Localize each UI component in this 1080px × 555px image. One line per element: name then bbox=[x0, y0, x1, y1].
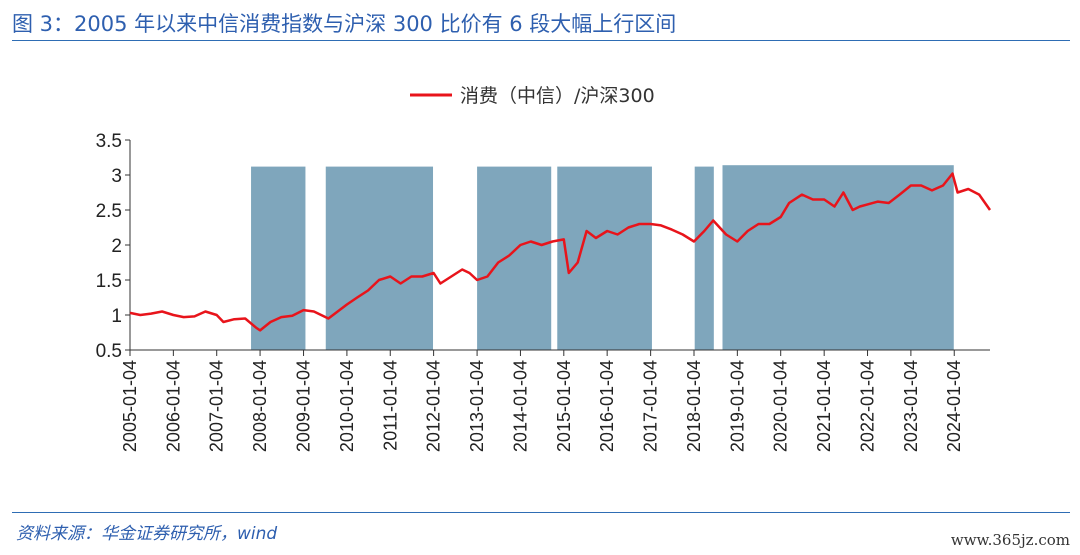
x-tick-label: 2012-01-04 bbox=[424, 360, 444, 452]
x-tick-label: 2016-01-04 bbox=[597, 360, 617, 452]
legend: 消费（中信）/沪深300 bbox=[410, 85, 655, 107]
y-tick-label: 3.5 bbox=[96, 131, 122, 152]
axes: 0.5 1 1.5 2 2.5 3 3.5 2005-01-04 2006-01-04 2007-… bbox=[96, 131, 990, 452]
x-tick-label: 2015-01-04 bbox=[554, 360, 574, 452]
header-rule bbox=[12, 40, 1070, 41]
x-tick-label: 2024-01-04 bbox=[944, 360, 964, 452]
y-tick-label: 0.5 bbox=[96, 341, 122, 362]
x-tick-label: 2011-01-04 bbox=[380, 360, 400, 451]
chart-svg: 0.5 1 1.5 2 2.5 3 3.5 2005-01-04 2006-01-04 2007-… bbox=[96, 85, 992, 452]
x-tick-label: 2022-01-04 bbox=[858, 360, 878, 452]
x-tick-label: 2006-01-04 bbox=[163, 360, 183, 452]
footer-rule bbox=[12, 512, 1070, 513]
shaded-band-4 bbox=[557, 166, 652, 350]
legend-label: 消费（中信）/沪深300 bbox=[460, 85, 655, 107]
x-tick-label: 2005-01-04 bbox=[120, 360, 140, 452]
x-tick-label: 2010-01-04 bbox=[337, 360, 357, 452]
x-tick-label: 2017-01-04 bbox=[641, 360, 661, 452]
y-tick-label: 1.5 bbox=[96, 271, 122, 292]
chart-title: 图 3：2005 年以来中信消费指数与沪深 300 比价有 6 段大幅上行区间 bbox=[12, 12, 677, 36]
x-tick-label: 2009-01-04 bbox=[294, 360, 314, 452]
x-tick-label: 2008-01-04 bbox=[250, 360, 270, 452]
shaded-band-1 bbox=[251, 166, 306, 350]
x-tick-label: 2023-01-04 bbox=[901, 360, 921, 452]
y-tick-label: 2.5 bbox=[96, 201, 122, 222]
x-tick-label: 2018-01-04 bbox=[684, 360, 704, 452]
x-tick-label: 2014-01-04 bbox=[510, 360, 530, 452]
x-tick-label: 2021-01-04 bbox=[814, 360, 834, 452]
y-tick-label: 1 bbox=[111, 306, 122, 327]
series-group bbox=[129, 172, 992, 332]
x-tick-label: 2007-01-04 bbox=[207, 360, 227, 452]
shaded-bands bbox=[251, 165, 954, 350]
shaded-band-6 bbox=[722, 165, 954, 350]
x-tick-label: 2013-01-04 bbox=[467, 360, 487, 452]
y-tick-label: 2 bbox=[111, 236, 122, 257]
source-note: 资料来源：华金证券研究所，wind bbox=[16, 524, 278, 544]
x-tick-label: 2019-01-04 bbox=[727, 360, 747, 452]
shaded-band-5 bbox=[694, 166, 714, 350]
shaded-band-3 bbox=[477, 166, 552, 350]
x-tick-label: 2020-01-04 bbox=[771, 360, 791, 452]
watermark: www.365jz.com bbox=[950, 531, 1070, 549]
series-line-1 bbox=[129, 172, 992, 332]
y-tick-label: 3 bbox=[111, 166, 122, 187]
shaded-band-2 bbox=[325, 166, 434, 350]
